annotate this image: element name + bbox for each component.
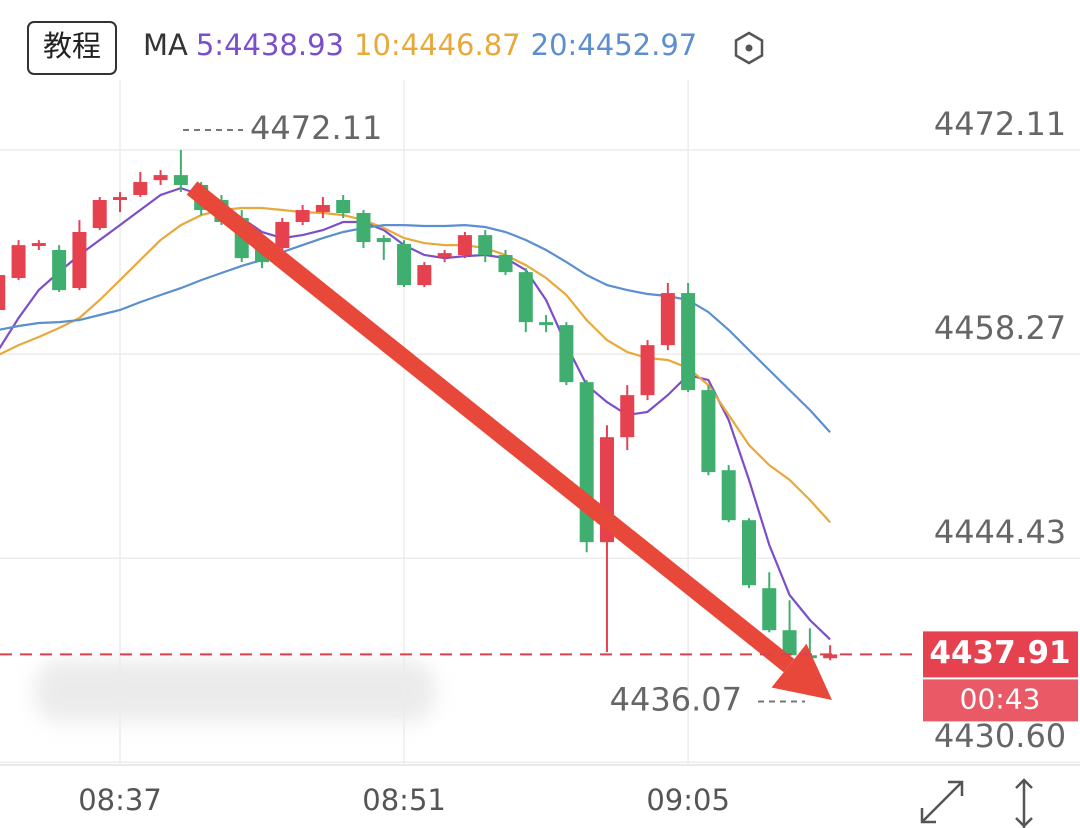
candle-body: [437, 253, 452, 258]
x-tick-label: 08:51: [362, 783, 446, 817]
scroll-icon[interactable]: [1015, 778, 1033, 828]
candle-body: [356, 212, 371, 243]
price-label: 4437.91: [929, 635, 1070, 671]
y-tick-label: 4458.27: [934, 309, 1066, 347]
x-tick-label: 08:37: [78, 783, 162, 817]
y-tick-label: 4430.60: [934, 717, 1066, 755]
candle-body: [498, 255, 513, 273]
candle-body: [376, 238, 391, 243]
max-label: 4472.11: [250, 109, 382, 147]
candle-body: [133, 182, 148, 196]
price-box: [923, 631, 1078, 678]
candle-body: [518, 272, 533, 323]
candle-body: [478, 235, 493, 256]
candle-body: [92, 200, 107, 229]
min-label: 4436.07: [610, 681, 742, 719]
candle-body: [52, 250, 67, 291]
candle-body: [762, 588, 777, 631]
candle-body: [153, 175, 168, 181]
candle-body: [11, 245, 26, 279]
legend-entry: 20:4452.97: [531, 28, 698, 62]
settings-icon[interactable]: [734, 31, 764, 65]
candle-body: [417, 265, 432, 286]
y-tick-label: 4444.43: [934, 513, 1066, 551]
candle-body: [31, 243, 46, 247]
candle-body: [741, 520, 756, 586]
legend-entry: 10:4446.87: [354, 28, 521, 62]
y-tick-label: 4472.11: [934, 105, 1066, 143]
tutorial-button[interactable]: [27, 21, 117, 75]
candle-body: [0, 275, 6, 311]
trend-arrow: [186, 181, 832, 700]
watermark: [35, 660, 435, 722]
tutorial-label: 教程: [43, 29, 101, 63]
candle-body: [457, 235, 472, 256]
candle-body: [640, 345, 655, 396]
candle-body: [72, 232, 87, 289]
candle-body: [823, 654, 838, 659]
legend-entry: 5:4438.93: [196, 28, 344, 62]
candle-body: [315, 205, 330, 213]
candle-body: [660, 293, 675, 346]
countdown-box: [923, 679, 1078, 722]
candle-body: [173, 175, 188, 185]
candle-body: [397, 243, 412, 286]
countdown-label: 00:43: [960, 682, 1041, 715]
candle-body: [620, 395, 635, 438]
candle-body: [295, 210, 310, 222]
candle-body: [539, 322, 554, 326]
candle-body: [275, 221, 290, 249]
candle-body: [782, 630, 797, 656]
candle-body: [721, 470, 736, 521]
candle-body: [113, 197, 127, 201]
expand-icon[interactable]: [920, 780, 964, 824]
candle-body: [681, 293, 696, 391]
candle-body: [701, 390, 716, 473]
candle-body: [559, 325, 574, 383]
candle-body: [336, 200, 351, 213]
indicator-label: MA: [143, 28, 188, 62]
x-tick-label: 09:05: [646, 783, 730, 817]
